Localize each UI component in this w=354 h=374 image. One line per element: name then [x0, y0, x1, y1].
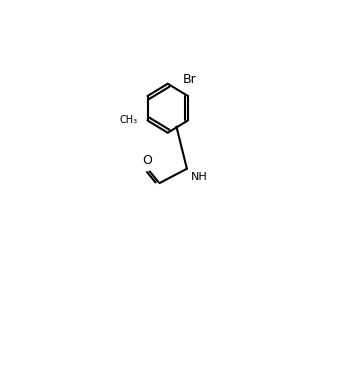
Text: O: O — [142, 154, 152, 167]
Text: Br: Br — [182, 73, 196, 86]
Text: NH: NH — [191, 172, 208, 182]
Text: CH₃: CH₃ — [120, 116, 138, 125]
